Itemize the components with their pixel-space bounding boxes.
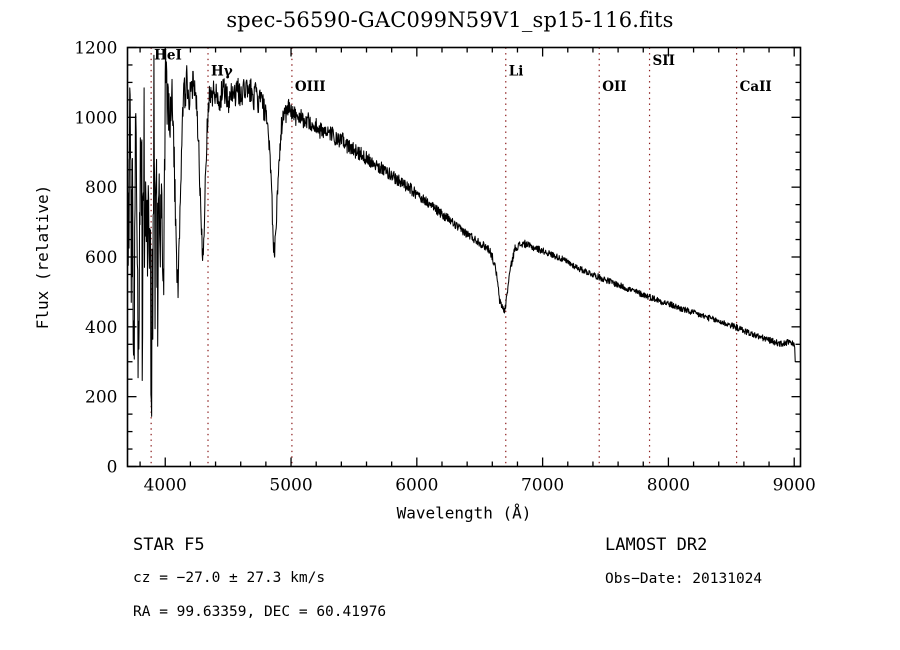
x-tick-label: 6000 — [395, 476, 438, 496]
x-tick-label: 7000 — [521, 476, 564, 496]
survey-label: LAMOST DR2 — [605, 535, 708, 555]
annotation-label-caii: CaII — [740, 79, 772, 95]
annotation-label-oii: OII — [602, 79, 626, 95]
redshift-velocity-label: cz = −27.0 ± 27.3 km/s — [133, 570, 326, 586]
annotation-label-li: Li — [509, 63, 524, 79]
annotation-label-h: Hγ — [211, 63, 233, 79]
y-tick-label: 200 — [85, 388, 117, 408]
page-title: spec-56590-GAC099N59V1_sp15-116.fits — [226, 8, 674, 32]
axis-tick-labels: 4000 5000 6000 7000 8000 9000 0 200 400 600 800 100… — [74, 39, 816, 496]
axis-titles: Wavelength (Å) Flux (relative) — [33, 185, 531, 523]
x-tick-label: 9000 — [773, 476, 816, 496]
y-tick-label: 600 — [85, 248, 117, 268]
annotation-label-oiii: OIII — [295, 79, 326, 95]
line-annotations: HeI Hγ OIII Li OII SII CaII — [154, 48, 772, 95]
spectral-marker-lines — [150, 47, 738, 467]
y-tick-label: 1000 — [74, 108, 117, 128]
y-tick-label: 1200 — [74, 39, 117, 59]
y-tick-label: 0 — [107, 458, 118, 478]
flux-trace — [127, 48, 796, 417]
x-tick-label: 4000 — [144, 476, 187, 496]
y-tick-label: 800 — [85, 178, 117, 198]
coordinates-label: RA = 99.63359, DEC = 60.41976 — [133, 604, 387, 620]
y-tick-label: 400 — [85, 318, 117, 338]
x-tick-label: 5000 — [269, 476, 312, 496]
y-axis-title: Flux (relative) — [33, 185, 52, 330]
x-axis-title: Wavelength (Å) — [397, 504, 532, 523]
observation-date-label: Obs−Date: 20131024 — [605, 571, 763, 587]
star-type-label: STAR F5 — [133, 535, 205, 555]
annotation-label-hei: HeI — [154, 48, 182, 64]
x-tick-label: 8000 — [647, 476, 690, 496]
annotation-label-sii: SII — [653, 53, 675, 69]
spectrum-trace — [127, 48, 796, 417]
